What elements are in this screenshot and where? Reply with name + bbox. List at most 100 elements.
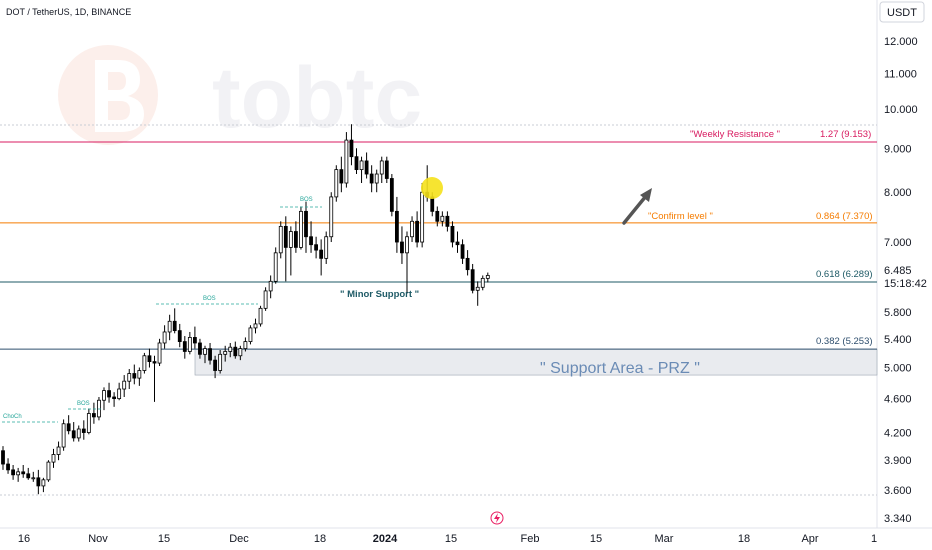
candle-body (76, 428, 81, 439)
candle-body (132, 373, 137, 379)
time-tick-label: Nov (88, 533, 108, 545)
candle-body (218, 353, 223, 371)
candle-body (187, 337, 192, 352)
watermark-text: tobtc (212, 50, 422, 146)
candle-body (26, 473, 31, 479)
support-area-zone[interactable] (194, 348, 878, 376)
minor-support-label: " Minor Support " (340, 289, 419, 300)
candle-body (278, 225, 283, 254)
candle-body (177, 330, 182, 342)
confirm-level-fib-label: 0.864 (7.370) (816, 211, 873, 222)
candle-body (122, 380, 127, 390)
candle-body (309, 236, 313, 246)
price-axis-ticks: 12.000 11.000 10.000 9.000 8.000 7.000 5.800 5.… (884, 36, 918, 525)
candle-body (329, 196, 334, 238)
candle-body (455, 241, 460, 246)
candle-body (344, 139, 349, 184)
confirm-level-label: "Confirm level " (648, 211, 713, 222)
price-tick-label: 10.000 (884, 104, 918, 116)
time-tick-label: Apr (801, 533, 818, 545)
price-tick-label: 5.000 (884, 363, 912, 375)
candle-body (61, 423, 66, 448)
price-tick-label: 9.000 (884, 143, 912, 155)
time-axis[interactable]: 16 Nov 15 Dec 18 2024 15 Feb 15 Mar 18 Apr 1 (0, 527, 932, 545)
candle-body (374, 173, 379, 184)
candle-body (384, 160, 389, 179)
currency-button[interactable] (879, 1, 925, 23)
candle-body (364, 160, 369, 175)
candle-body (51, 454, 56, 463)
candle-body (480, 277, 485, 288)
candle-body (11, 469, 16, 476)
candle-body (293, 231, 298, 248)
candlestick-series (1, 124, 490, 495)
candle-body (420, 191, 425, 243)
candle-body (450, 225, 455, 243)
price-tick-label: 12.000 (884, 36, 918, 48)
candle-body (6, 463, 10, 471)
current-price-value: 6.485 (884, 265, 912, 277)
candle-body (354, 156, 359, 171)
candle-body (152, 361, 157, 364)
time-axis-ticks: 16 Nov 15 Dec 18 2024 15 Feb 15 Mar 18 Apr 1 (18, 533, 877, 545)
candle-body (334, 169, 339, 198)
time-tick-label: Feb (521, 533, 540, 545)
candle-body (324, 236, 329, 259)
candle-body (167, 320, 172, 333)
candle-body (31, 477, 36, 480)
price-axis[interactable]: USDT 12.000 11.000 10.000 9.000 8.000 7.000 5.… (876, 0, 925, 528)
candle-body (213, 359, 218, 371)
time-tick-label: 15 (158, 533, 170, 545)
candle-body (97, 399, 101, 418)
candle-body (107, 390, 111, 398)
candle-body (56, 446, 61, 455)
candle-body (71, 430, 76, 439)
candle-body (192, 337, 197, 344)
candle-body (379, 160, 384, 175)
price-tick-label: 5.400 (884, 334, 912, 346)
candle-body (258, 307, 263, 325)
candle-body (92, 413, 96, 418)
watermark-logo-mark (95, 60, 144, 132)
candle-body (460, 244, 465, 259)
lightning-icon[interactable] (490, 511, 504, 525)
candle-body (475, 286, 480, 291)
candle-body (440, 215, 445, 222)
candle-body (137, 370, 142, 379)
time-tick-label: 18 (738, 533, 750, 545)
time-tick-label: 1 (871, 533, 877, 545)
time-tick-label: 16 (18, 533, 30, 545)
time-tick-label: Mar (655, 533, 674, 545)
candle-body (470, 269, 475, 291)
price-tick-label: 3.900 (884, 455, 912, 467)
candle-body (233, 346, 238, 357)
candle-body (405, 236, 409, 254)
candle-body (208, 348, 212, 361)
watermark: tobtc (58, 45, 422, 146)
candle-body (268, 280, 273, 292)
candle-body (172, 320, 177, 332)
candle-body (36, 477, 41, 487)
candle-body (253, 323, 258, 329)
weekly-resistance-label: "Weekly Resistance " (690, 129, 780, 140)
candle-body (41, 479, 46, 487)
time-tick-label: 2024 (373, 533, 398, 545)
candle-body (430, 196, 435, 212)
fib-levels (0, 141, 877, 350)
candle-body (112, 396, 116, 400)
candle-body (445, 215, 450, 227)
candle-body (157, 342, 162, 364)
currency-label: USDT (887, 7, 917, 19)
chart-title: DOT / TetherUS, 1D, BINANCE (6, 7, 131, 17)
bos-label-1: BOS (77, 401, 90, 407)
price-tick-label: 3.340 (884, 513, 912, 525)
bos-label-3: BOS (300, 197, 313, 203)
candle-body (465, 257, 470, 271)
price-tick-label: 4.200 (884, 428, 912, 440)
candle-body (117, 388, 122, 400)
choch-label: ChoCh (3, 414, 22, 420)
candle-body (223, 351, 228, 355)
candle-body (314, 244, 319, 251)
candle-body (198, 342, 202, 355)
